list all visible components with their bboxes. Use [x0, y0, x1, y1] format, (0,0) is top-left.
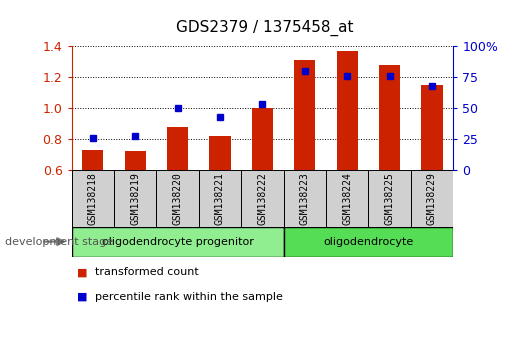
Text: GSM138223: GSM138223 — [300, 172, 310, 225]
Bar — [72, 227, 284, 257]
Bar — [241, 170, 284, 227]
Text: GSM138229: GSM138229 — [427, 172, 437, 225]
Text: GSM138220: GSM138220 — [173, 172, 182, 225]
Text: GDS2379 / 1375458_at: GDS2379 / 1375458_at — [176, 19, 354, 36]
Text: GSM138218: GSM138218 — [88, 172, 98, 225]
Text: GSM138224: GSM138224 — [342, 172, 352, 225]
Bar — [82, 150, 103, 170]
Bar — [337, 51, 358, 170]
Bar — [209, 136, 231, 170]
Text: GSM138221: GSM138221 — [215, 172, 225, 225]
Bar — [284, 227, 453, 257]
Text: GSM138225: GSM138225 — [385, 172, 394, 225]
Bar — [156, 170, 199, 227]
Bar — [199, 170, 241, 227]
Bar — [379, 65, 400, 170]
Text: transformed count: transformed count — [95, 267, 199, 277]
Text: GSM138222: GSM138222 — [258, 172, 267, 225]
Text: GSM138219: GSM138219 — [130, 172, 140, 225]
Text: development stage: development stage — [5, 236, 113, 247]
Text: ■: ■ — [77, 292, 87, 302]
Bar — [421, 85, 443, 170]
Bar — [326, 170, 368, 227]
Bar — [294, 60, 315, 170]
Bar — [114, 170, 156, 227]
Bar — [72, 170, 114, 227]
Text: percentile rank within the sample: percentile rank within the sample — [95, 292, 283, 302]
Bar — [284, 170, 326, 227]
Bar — [252, 108, 273, 170]
Bar — [167, 127, 188, 170]
Bar — [125, 152, 146, 170]
Bar — [368, 170, 411, 227]
Text: oligodendrocyte: oligodendrocyte — [323, 236, 413, 247]
Text: ■: ■ — [77, 267, 87, 277]
Bar — [411, 170, 453, 227]
Text: oligodendrocyte progenitor: oligodendrocyte progenitor — [102, 236, 253, 247]
